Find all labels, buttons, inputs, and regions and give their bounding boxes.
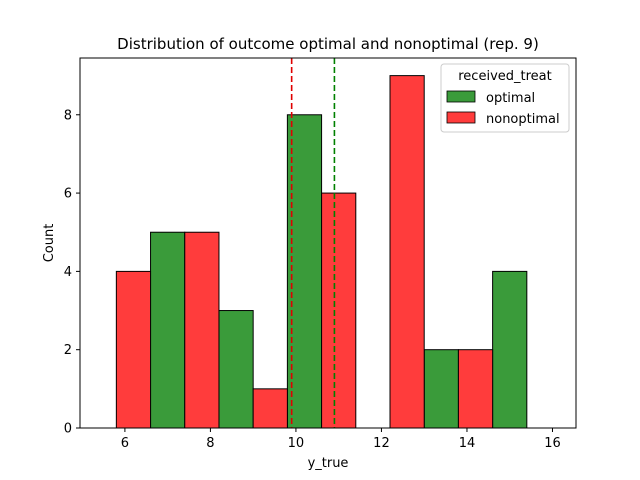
legend-label-optimal: optimal bbox=[486, 91, 535, 106]
y-tick-label: 8 bbox=[64, 108, 72, 123]
axes-frame bbox=[79, 57, 577, 429]
bar-optimal-2 bbox=[150, 231, 186, 429]
legend: received_treat optimal nonoptimal bbox=[440, 63, 570, 133]
bar-nonoptimal-1 bbox=[115, 270, 152, 429]
x-tick-label: 16 bbox=[544, 436, 561, 451]
bar-nonoptimal-11 bbox=[457, 349, 494, 429]
bar-nonoptimal-7 bbox=[321, 192, 357, 429]
y-tick-label: 4 bbox=[64, 265, 72, 280]
y-tick-label: 2 bbox=[64, 343, 72, 358]
legend-swatch-optimal bbox=[446, 90, 476, 103]
x-axis-label: y_true bbox=[308, 456, 349, 471]
x-tick-label: 6 bbox=[121, 436, 129, 451]
x-tick-label: 8 bbox=[206, 436, 214, 451]
plot-area bbox=[115, 58, 528, 429]
bar-optimal-4 bbox=[218, 310, 254, 429]
y-tick-label: 0 bbox=[64, 422, 72, 437]
x-tick-label: 10 bbox=[288, 436, 305, 451]
legend-swatch-nonoptimal bbox=[446, 111, 476, 124]
x-tick-label: 14 bbox=[459, 436, 476, 451]
bar-nonoptimal-3 bbox=[184, 231, 220, 429]
bar-optimal-12 bbox=[492, 270, 528, 429]
bar-nonoptimal-5 bbox=[252, 388, 288, 429]
legend-label-nonoptimal: nonoptimal bbox=[486, 112, 560, 127]
x-tick-label: 12 bbox=[373, 436, 390, 451]
y-tick-label: 6 bbox=[64, 187, 72, 202]
chart-title: Distribution of outcome optimal and nono… bbox=[117, 35, 539, 53]
legend-title: received_treat bbox=[458, 69, 551, 84]
y-axis-label: Count bbox=[42, 224, 57, 263]
bar-nonoptimal-9 bbox=[389, 75, 425, 429]
bar-optimal-10 bbox=[423, 349, 459, 429]
bar-optimal-6 bbox=[286, 114, 323, 429]
